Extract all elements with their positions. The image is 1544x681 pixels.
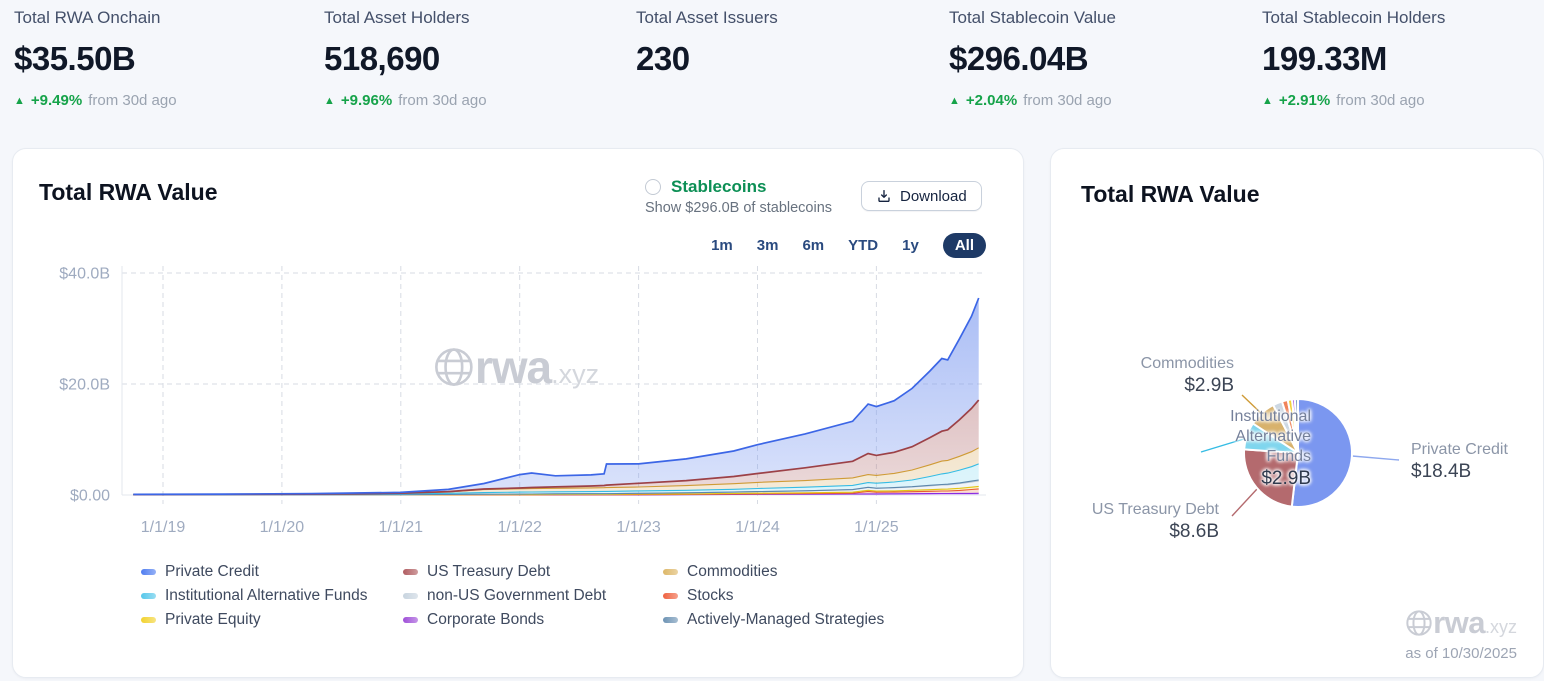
pie-leader-line (1200, 437, 1248, 453)
legend-swatch (141, 593, 156, 599)
range-selector: 1m 3m 6m YTD 1y All (711, 233, 986, 258)
range-1m[interactable]: 1m (711, 237, 733, 254)
stat-label: Total Stablecoin Holders (1262, 8, 1446, 27)
area-line-actively-managed-strategies (133, 479, 979, 496)
legend-swatch (141, 569, 156, 575)
page-title: Total RWA Value (39, 179, 218, 205)
area-line-private-credit (133, 297, 980, 496)
stat-total-asset-holders: Total Asset Holders 518,690 ▲ +9.96% from … (324, 8, 624, 109)
as-of-date: as of 10/30/2025 (1405, 645, 1517, 662)
stat-total-rwa-onchain: Total RWA Onchain $35.50B ▲ +9.49% from 30… (14, 8, 314, 109)
stablecoins-label[interactable]: Stablecoins (671, 177, 767, 196)
pie-leader-line (1351, 455, 1400, 461)
stat-delta-pct: +9.49% (30, 92, 83, 109)
download-icon (878, 190, 890, 202)
legend-swatch (403, 617, 418, 623)
legend-swatch (403, 593, 418, 599)
legend-swatch (663, 617, 678, 623)
legend-item-us-treasury-debt[interactable]: US Treasury Debt (403, 560, 606, 584)
legend-label: Stocks (687, 587, 734, 604)
stat-value: $296.04B (949, 40, 1089, 77)
stat-value: $35.50B (14, 40, 136, 77)
stat-total-asset-issuers: Total Asset Issuers 230 (636, 8, 936, 92)
stat-value: 230 (636, 40, 690, 77)
stablecoins-checkbox[interactable] (645, 179, 661, 195)
x-tick-label: 1/1/19 (141, 519, 186, 536)
pie-slice-us-treasury-debt[interactable] (1243, 448, 1299, 508)
page-title: Total RWA Value (1081, 181, 1260, 207)
stat-label: Total RWA Onchain (14, 8, 161, 27)
legend-label: non-US Government Debt (427, 587, 607, 604)
legend-label: Commodities (687, 563, 778, 580)
legend-swatch (663, 593, 678, 599)
legend-label: Private Equity (165, 611, 261, 628)
x-tick-label: 1/1/20 (260, 519, 305, 536)
range-1y[interactable]: 1y (902, 237, 919, 254)
total-rwa-value-pie-card: Total RWA Value Commodities $2.9B Instit… (1050, 148, 1544, 678)
area-fill-private-credit[interactable] (133, 298, 979, 495)
range-ytd[interactable]: YTD (848, 237, 879, 254)
up-triangle-icon: ▲ (324, 94, 335, 107)
y-tick-label: $0.00 (70, 488, 110, 505)
area-fill-commodities[interactable] (133, 447, 979, 495)
legend-item-commodities[interactable]: Commodities (663, 560, 884, 584)
stat-label: Total Stablecoin Value (949, 8, 1116, 27)
x-tick-label: 1/1/24 (735, 519, 780, 536)
download-label: Download (900, 187, 967, 205)
x-tick-label: 1/1/21 (379, 519, 424, 536)
pie-leader-line (1231, 488, 1258, 517)
legend-item-actively-managed-strategies[interactable]: Actively-Managed Strategies (663, 608, 884, 632)
total-rwa-value-chart-card: Total RWA Value Stablecoins Show $296.0B… (12, 148, 1024, 678)
stat-delta-suffix: from 30d ago (398, 92, 487, 109)
legend-label: Actively-Managed Strategies (687, 611, 885, 628)
stat-delta-pct: +2.04% (965, 92, 1018, 109)
stat-delta-suffix: from 30d ago (1023, 92, 1112, 109)
x-tick-label: 1/1/23 (616, 519, 661, 536)
stat-delta-suffix: from 30d ago (88, 92, 177, 109)
stablecoins-sublabel: Show $296.0B of stablecoins (645, 200, 833, 216)
area-line-institutional-alternative-funds (133, 463, 979, 496)
legend-swatch (141, 617, 156, 623)
stat-value: 518,690 (324, 40, 440, 77)
legend-swatch (663, 569, 678, 575)
stacked-area-chart[interactable]: $40.0B $20.0B $0.00 1/1/19 1/1/20 1/1/21 1/1/2… (13, 149, 1023, 677)
pie-slice-actively-managed-strategies[interactable] (1293, 397, 1299, 454)
chart-legend-column: Private Credit Institutional Alternative … (141, 560, 367, 632)
pie-slice-private-credit[interactable] (1290, 398, 1354, 508)
up-triangle-icon: ▲ (14, 94, 25, 107)
x-tick-label: 1/1/22 (497, 519, 542, 536)
stat-delta-pct: +2.91% (1278, 92, 1331, 109)
legend-label: US Treasury Debt (427, 563, 551, 580)
range-6m[interactable]: 6m (802, 237, 825, 254)
up-triangle-icon: ▲ (949, 94, 960, 107)
stat-delta-pct: +9.96% (340, 92, 393, 109)
stat-label: Total Asset Holders (324, 8, 470, 27)
download-button[interactable]: Download (861, 181, 982, 211)
x-tick-label: 1/1/25 (854, 519, 899, 536)
legend-item-stocks[interactable]: Stocks (663, 584, 884, 608)
legend-item-institutional-alternative-funds[interactable]: Institutional Alternative Funds (141, 584, 367, 608)
stat-total-stablecoin-holders: Total Stablecoin Holders 199.33M ▲ +2.91%… (1262, 8, 1544, 109)
chart-legend-column: US Treasury Debt non-US Government Debt Co… (403, 560, 606, 632)
legend-label: Private Credit (165, 563, 259, 580)
pie-chart[interactable] (1051, 149, 1543, 677)
legend-swatch (403, 569, 418, 575)
y-tick-label: $40.0B (59, 266, 110, 283)
stat-total-stablecoin-value: Total Stablecoin Value $296.04B ▲ +2.04% f… (949, 8, 1249, 109)
area-line-us-treasury-debt (133, 399, 980, 496)
stat-delta-suffix: from 30d ago (1336, 92, 1425, 109)
legend-item-non-us-government-debt[interactable]: non-US Government Debt (403, 584, 606, 608)
up-triangle-icon: ▲ (1262, 94, 1273, 107)
stat-value: 199.33M (1262, 40, 1387, 77)
legend-label: Institutional Alternative Funds (165, 587, 368, 604)
legend-item-private-credit[interactable]: Private Credit (141, 560, 367, 584)
range-3m[interactable]: 3m (756, 237, 779, 254)
legend-item-private-equity[interactable]: Private Equity (141, 608, 367, 632)
legend-item-corporate-bonds[interactable]: Corporate Bonds (403, 608, 606, 632)
y-tick-label: $20.0B (59, 377, 110, 394)
range-all[interactable]: All (942, 233, 986, 258)
legend-label: Corporate Bonds (427, 611, 545, 628)
chart-legend-column: Commodities Stocks Actively-Managed Strate… (663, 560, 884, 632)
stat-label: Total Asset Issuers (636, 8, 778, 27)
